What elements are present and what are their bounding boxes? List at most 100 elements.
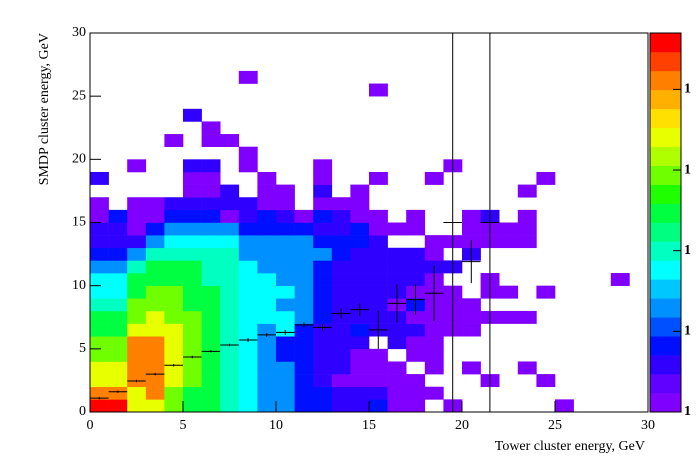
cell xyxy=(183,184,202,198)
cell xyxy=(294,222,314,236)
palette-box xyxy=(650,33,681,53)
cell xyxy=(294,209,314,223)
cell xyxy=(369,222,388,236)
cell xyxy=(145,298,165,312)
cell xyxy=(220,361,240,375)
cell xyxy=(313,197,333,211)
cell xyxy=(369,247,388,261)
cell xyxy=(238,260,258,274)
cell xyxy=(424,386,444,400)
cell xyxy=(369,386,388,400)
cell xyxy=(108,222,128,236)
palette-box xyxy=(650,127,681,147)
cell xyxy=(294,399,314,413)
cell xyxy=(331,348,351,362)
cell xyxy=(183,310,202,324)
cell xyxy=(201,348,221,362)
cell xyxy=(387,323,407,337)
cell xyxy=(90,323,109,337)
palette-box xyxy=(650,317,681,337)
palette-box xyxy=(650,393,681,413)
cell xyxy=(145,323,165,337)
cell xyxy=(238,285,258,299)
cell xyxy=(276,184,295,198)
cell xyxy=(276,374,295,388)
palette-box xyxy=(650,279,681,299)
cell xyxy=(145,348,165,362)
y-tick-label: 5 xyxy=(79,341,86,356)
cell xyxy=(127,260,147,274)
cell xyxy=(201,121,221,135)
cell xyxy=(257,348,277,362)
cell xyxy=(127,348,147,362)
cell xyxy=(201,361,221,375)
cell xyxy=(257,171,277,185)
cell xyxy=(424,361,444,375)
cell xyxy=(164,298,184,312)
cell xyxy=(331,209,351,223)
cell xyxy=(387,386,407,400)
cell xyxy=(238,273,258,286)
cell xyxy=(183,323,202,337)
cell xyxy=(145,310,165,324)
cell xyxy=(108,273,128,286)
cell xyxy=(127,247,147,261)
cell xyxy=(108,386,128,400)
cell xyxy=(127,361,147,375)
cell xyxy=(220,260,240,274)
cell xyxy=(164,222,184,236)
cell xyxy=(201,399,221,413)
cell xyxy=(257,197,277,211)
palette-box xyxy=(650,355,681,375)
cell xyxy=(90,361,109,375)
cell xyxy=(406,399,426,413)
cell xyxy=(331,285,351,299)
cell xyxy=(331,298,351,312)
cell xyxy=(462,222,481,236)
cell xyxy=(220,399,240,413)
cell xyxy=(313,336,333,350)
cell xyxy=(257,374,277,388)
cell xyxy=(108,336,128,350)
cell xyxy=(406,222,426,236)
cell xyxy=(313,399,333,413)
cell xyxy=(201,285,221,299)
cell xyxy=(164,285,184,299)
cell xyxy=(424,348,444,362)
cell xyxy=(499,285,519,299)
cell xyxy=(238,336,258,350)
palette-box xyxy=(650,260,681,280)
cell xyxy=(201,171,221,185)
cell xyxy=(331,222,351,236)
cell xyxy=(238,298,258,312)
cell xyxy=(276,310,295,324)
cell xyxy=(164,310,184,324)
cell xyxy=(257,399,277,413)
cell xyxy=(108,374,128,388)
cell xyxy=(406,310,426,324)
cell xyxy=(331,260,351,274)
palette-box xyxy=(650,184,681,204)
cell xyxy=(164,247,184,261)
cell xyxy=(313,361,333,375)
palette-box xyxy=(650,336,681,356)
cell xyxy=(276,348,295,362)
cell xyxy=(276,386,295,400)
palette-box xyxy=(650,203,681,223)
cell xyxy=(145,386,165,400)
cell xyxy=(238,209,258,223)
cell xyxy=(536,285,556,299)
z-tick-label: 1 xyxy=(684,324,691,339)
cell xyxy=(331,399,351,413)
cell xyxy=(387,399,407,413)
cell xyxy=(164,209,184,223)
cell xyxy=(313,235,333,249)
y-tick-label: 15 xyxy=(72,215,86,230)
cell xyxy=(164,273,184,286)
cell xyxy=(331,247,351,261)
x-tick-label: 5 xyxy=(180,418,187,433)
cell xyxy=(350,310,370,324)
cell xyxy=(183,222,202,236)
cell xyxy=(220,247,240,261)
cell xyxy=(164,386,184,400)
